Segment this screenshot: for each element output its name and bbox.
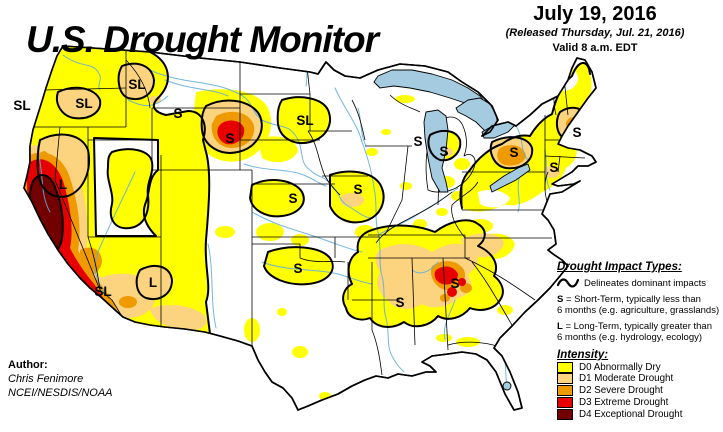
long-term-note: L = Long-Term, typically greater than 6 … [557, 321, 723, 343]
map-impact-label-s: S [572, 125, 581, 140]
release-date: (Released Thursday, Jul. 21, 2016) [505, 27, 685, 39]
short-term-text2: 6 months (e.g. agriculture, grasslands) [557, 304, 720, 316]
lake-erie [489, 163, 531, 193]
author-label: Author: [8, 359, 48, 371]
long-term-prefix: L [557, 321, 563, 333]
map-impact-label-s: S [439, 144, 448, 159]
impact-types-legend: Drought Impact Types: Delineates dominan… [557, 261, 723, 344]
intensity-label: D4 Exceptional Drought [579, 409, 683, 421]
rivers-layer [37, 49, 551, 391]
delineates-label: Delineates dominant impacts [584, 277, 706, 289]
author-org: NCEI/NESDIS/NOAA [8, 387, 113, 400]
map-impact-label-s: S [173, 106, 182, 121]
intensity-heading: Intensity: [557, 349, 609, 361]
intensity-item: D3 Extreme Drought [557, 397, 682, 409]
map-impact-label-sl: SL [296, 113, 313, 128]
map-impact-label-s: S [450, 276, 459, 291]
map-impact-label-l: L [59, 177, 67, 192]
map-impact-label-s: S [549, 160, 558, 175]
short-term-prefix: S [557, 294, 564, 305]
us-coast-outline [23, 45, 597, 411]
long-term-text: = Long-Term, typically greater than [562, 321, 712, 333]
great-lakes [373, 69, 531, 391]
intensity-swatch-d1 [557, 373, 573, 385]
map-impact-label-s: S [293, 261, 302, 276]
intensity-legend: Intensity: D0 Abnormally Dry D1 Moderate … [557, 349, 682, 421]
intensity-swatch-d4 [557, 409, 573, 421]
long-term-text2: 6 months (e.g. hydrology, ecology) [557, 331, 703, 343]
intensity-item: D0 Abnormally Dry [557, 361, 682, 373]
impact-outlines [28, 51, 591, 335]
map-impact-label-s: S [288, 191, 297, 206]
intensity-rows: D0 Abnormally Dry D1 Moderate Drought D2 S… [557, 361, 682, 421]
intensity-swatch-d2 [557, 385, 573, 397]
map-impact-label-l: L [149, 275, 157, 290]
intensity-item: D1 Moderate Drought [557, 373, 682, 385]
squiggle-icon [557, 278, 579, 288]
map-impact-label-sl: SL [94, 284, 111, 299]
short-term-text: = Short-Term, typically less than [563, 294, 701, 305]
page-title: U.S. Drought Monitor [26, 18, 379, 60]
map-date: July 19, 2016 [533, 3, 657, 25]
date-block: July 19, 2016 (Released Thursday, Jul. 2… [492, 3, 698, 54]
author-name: Chris Fenimore [8, 373, 84, 386]
author-block: Author: Chris Fenimore NCEI/NESDIS/NOAA [8, 358, 113, 400]
map-impact-label-s: S [353, 182, 362, 197]
intensity-item: D2 Severe Drought [557, 385, 682, 397]
map-impact-label-s: S [225, 131, 234, 146]
intensity-swatch-d3 [557, 397, 573, 409]
intensity-item: D4 Exceptional Drought [557, 409, 682, 421]
intensity-swatch-d0 [557, 361, 573, 373]
short-term-note: S = Short-Term, typically less than 6 mo… [557, 294, 723, 316]
map-impact-label-s: S [413, 134, 422, 149]
intensity-label: D3 Extreme Drought [579, 397, 669, 409]
delineates-row: Delineates dominant impacts [557, 277, 723, 289]
valid-time: Valid 8 a.m. EDT [552, 42, 638, 54]
map-impact-label-s: S [395, 295, 404, 310]
lake-okeechobee [502, 381, 512, 391]
intensity-label: D1 Moderate Drought [579, 373, 674, 385]
impact-legend-heading: Drought Impact Types: [557, 261, 682, 273]
intensity-label: D2 Severe Drought [579, 385, 663, 397]
intensity-label: D0 Abnormally Dry [579, 361, 661, 373]
map-impact-label-sl: SL [13, 98, 30, 113]
map-impact-label-sl: SL [128, 77, 145, 92]
map-impact-label-sl: SL [75, 96, 92, 111]
map-impact-label-s: S [509, 145, 518, 160]
